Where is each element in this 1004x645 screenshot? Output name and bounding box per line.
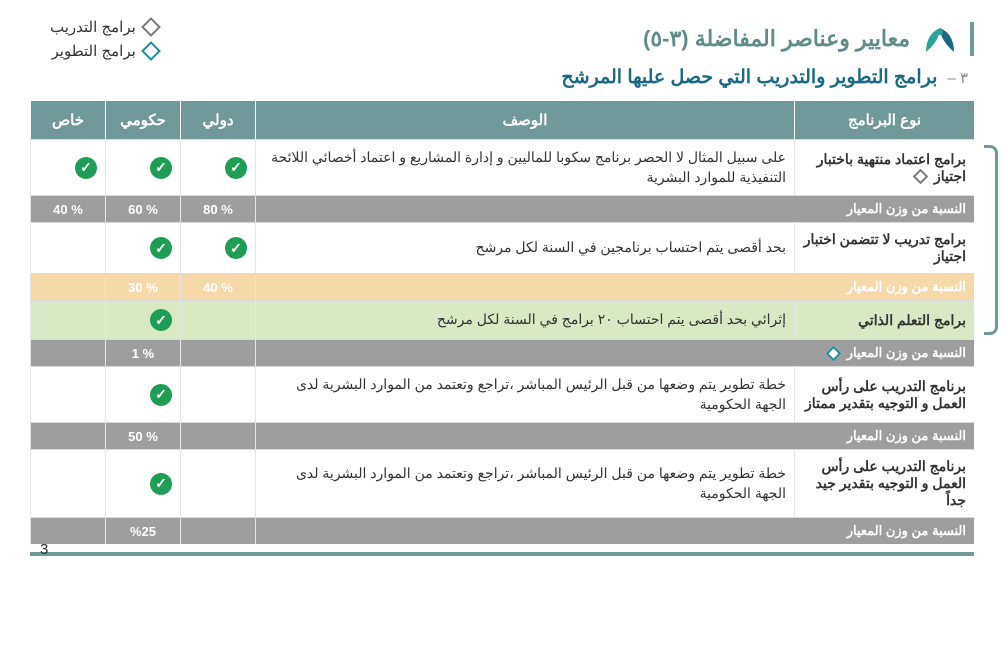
- cell-intl: [180, 300, 255, 339]
- legend-development: برامج التطوير: [50, 42, 158, 60]
- program-desc: خطة تطوير يتم وضعها من قبل الرئيس المباش…: [255, 366, 794, 422]
- col-gov: حكومي: [105, 101, 180, 139]
- check-icon: ✓: [225, 237, 247, 259]
- program-desc: خطة تطوير يتم وضعها من قبل الرئيس المباش…: [255, 449, 794, 517]
- diamond-teal-icon: [141, 41, 161, 61]
- program-type: برامج اعتماد منتهية باختبار اجتياز: [794, 139, 974, 195]
- table-row: برامج تدريب لا تتضمن اختبار اجتيازبحد أق…: [30, 222, 974, 273]
- cell-priv: [30, 222, 105, 273]
- weight-label: النسبة من وزن المعيار: [255, 422, 974, 449]
- page-number: 3: [40, 541, 48, 558]
- check-icon: ✓: [150, 309, 172, 331]
- table-row: برنامج التدريب على رأس العمل و التوجيه ب…: [30, 366, 974, 422]
- program-type: برامج التعلم الذاتي: [794, 300, 974, 339]
- table-row: برنامج التدريب على رأس العمل و التوجيه ب…: [30, 449, 974, 517]
- check-icon: ✓: [150, 237, 172, 259]
- header-row: معايير وعناصر المفاضلة (٣-٥) برامج التدر…: [30, 18, 974, 60]
- cell-priv: [30, 449, 105, 517]
- weight-intl: [180, 422, 255, 449]
- table-row: النسبة من وزن المعيار% 80% 60% 40: [30, 195, 974, 222]
- title-bar: [970, 22, 974, 56]
- col-priv: خاص: [30, 101, 105, 139]
- legend-training-label: برامج التدريب: [50, 18, 136, 36]
- check-icon: ✓: [150, 473, 172, 495]
- subtitle-number: ٣ –: [947, 69, 968, 87]
- program-desc: بحد أقصى يتم احتساب برنامجين في السنة لك…: [255, 222, 794, 273]
- weight-intl: [180, 517, 255, 544]
- cell-gov: ✓: [105, 300, 180, 339]
- weight-priv: [30, 339, 105, 366]
- weight-gov: % 60: [105, 195, 180, 222]
- table-row: النسبة من وزن المعيار %25: [30, 517, 974, 544]
- weight-label: النسبة من وزن المعيار: [255, 273, 974, 300]
- legend-training: برامج التدريب: [50, 18, 158, 36]
- cell-priv: [30, 366, 105, 422]
- check-icon: ✓: [75, 157, 97, 179]
- weight-intl: % 80: [180, 195, 255, 222]
- cell-gov: ✓: [105, 449, 180, 517]
- table-row: برامج التعلم الذاتيإثرائي بحد أقصى يتم ا…: [30, 300, 974, 339]
- weight-priv: [30, 517, 105, 544]
- logo-icon: [920, 22, 960, 56]
- col-desc: الوصف: [255, 101, 794, 139]
- cell-intl: ✓: [180, 139, 255, 195]
- cell-gov: ✓: [105, 139, 180, 195]
- weight-gov: % 1: [105, 339, 180, 366]
- cell-priv: ✓: [30, 139, 105, 195]
- diamond-gray-icon: [141, 17, 161, 37]
- check-icon: ✓: [150, 384, 172, 406]
- cell-gov: ✓: [105, 366, 180, 422]
- col-intl: دولي: [180, 101, 255, 139]
- weight-priv: % 40: [30, 195, 105, 222]
- weight-intl: % 40: [180, 273, 255, 300]
- weight-label: النسبة من وزن المعيار: [255, 339, 974, 366]
- table-header-row: نوع البرنامج الوصف دولي حكومي خاص: [30, 101, 974, 139]
- weight-intl: [180, 339, 255, 366]
- cell-intl: ✓: [180, 222, 255, 273]
- program-type: برامج تدريب لا تتضمن اختبار اجتياز: [794, 222, 974, 273]
- program-desc: إثرائي بحد أقصى يتم احتساب ٢٠ برامج في ا…: [255, 300, 794, 339]
- program-type: برنامج التدريب على رأس العمل و التوجيه ب…: [794, 449, 974, 517]
- legend-block: برامج التدريب برامج التطوير: [50, 18, 158, 60]
- check-icon: ✓: [150, 157, 172, 179]
- cell-gov: ✓: [105, 222, 180, 273]
- table-row: النسبة من وزن المعيار% 40% 30: [30, 273, 974, 300]
- section-bracket: [984, 145, 998, 335]
- footer-line: [30, 552, 974, 556]
- weight-priv: [30, 422, 105, 449]
- legend-development-label: برامج التطوير: [52, 42, 136, 60]
- program-desc: على سبيل المثال لا الحصر برنامج سكوبا لل…: [255, 139, 794, 195]
- diamond-gray-icon: [913, 169, 929, 185]
- weight-gov: % 30: [105, 273, 180, 300]
- col-type: نوع البرنامج: [794, 101, 974, 139]
- cell-priv: [30, 300, 105, 339]
- criteria-table: نوع البرنامج الوصف دولي حكومي خاص برامج …: [30, 101, 974, 544]
- weight-gov: %25: [105, 517, 180, 544]
- table-row: النسبة من وزن المعيار % 50: [30, 422, 974, 449]
- subtitle-text: برامج التطوير والتدريب التي حصل عليها ال…: [561, 66, 937, 89]
- weight-label: النسبة من وزن المعيار: [255, 517, 974, 544]
- weight-gov: % 50: [105, 422, 180, 449]
- weight-priv: [30, 273, 105, 300]
- table-row: النسبة من وزن المعيار % 1: [30, 339, 974, 366]
- diamond-teal-icon: [826, 346, 842, 362]
- weight-label: النسبة من وزن المعيار: [255, 195, 974, 222]
- cell-intl: [180, 366, 255, 422]
- cell-intl: [180, 449, 255, 517]
- page-title: معايير وعناصر المفاضلة (٣-٥): [643, 26, 910, 52]
- check-icon: ✓: [225, 157, 247, 179]
- table-row: برامج اعتماد منتهية باختبار اجتياز على س…: [30, 139, 974, 195]
- program-type: برنامج التدريب على رأس العمل و التوجيه ب…: [794, 366, 974, 422]
